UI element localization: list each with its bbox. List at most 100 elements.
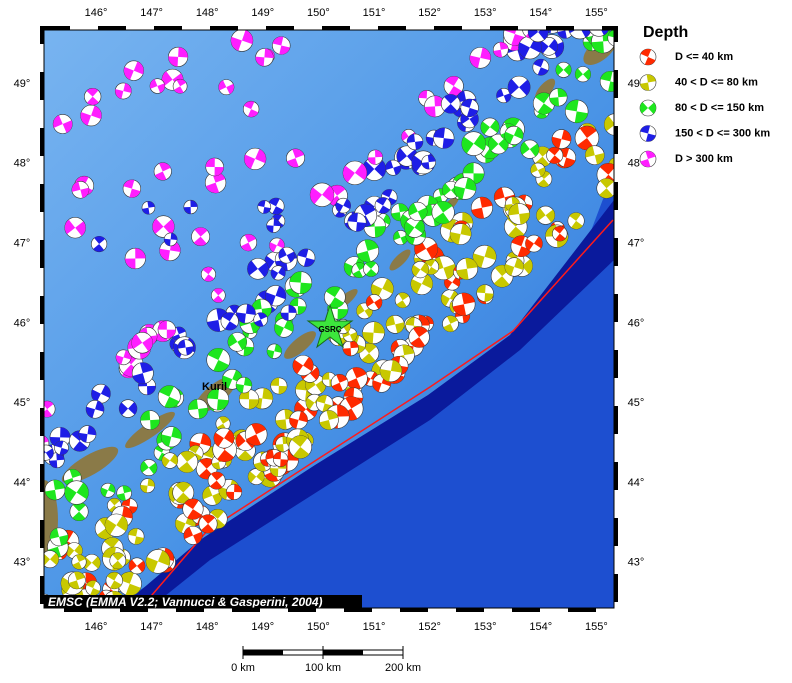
beachball-wedge <box>507 78 531 96</box>
lon-label-top: 154° <box>529 7 552 19</box>
beachball-wedge <box>240 234 256 251</box>
beachball-wedge <box>52 636 66 651</box>
beachball-wedge <box>32 654 56 672</box>
beachball-wedge <box>445 76 463 96</box>
legend-label: D <= 40 km <box>675 51 733 63</box>
legend-label: 80 < D <= 150 km <box>675 102 764 114</box>
beachball-wedge <box>316 395 333 412</box>
beachball-wedge <box>64 219 86 236</box>
lon-label-top: 148° <box>196 7 219 19</box>
beachball <box>559 0 580 17</box>
beachball-wedge <box>54 440 69 455</box>
beachball-wedge <box>188 445 203 461</box>
beachball-wedge <box>604 115 614 132</box>
lon-label-top: 149° <box>251 7 274 19</box>
beachball-wedge <box>159 385 180 408</box>
beachball-wedge <box>142 201 155 215</box>
beachball-wedge <box>640 125 656 142</box>
beachball-wedge <box>164 232 178 246</box>
beachball-wedge <box>41 628 51 642</box>
beachball-wedge <box>128 559 146 573</box>
beachball-wedge <box>365 261 377 277</box>
beachball-wedge <box>78 425 97 443</box>
beachball-wedge <box>441 290 459 307</box>
beachball-wedge <box>640 49 656 65</box>
beachball-wedge <box>565 99 588 123</box>
beachball-wedge <box>536 207 555 223</box>
beachball-wedge <box>236 304 256 324</box>
beachball-wedge <box>207 348 229 372</box>
axis-labels: 146° 146° 147° 147° 148° 148° 149° 149° 150° 150°… <box>14 7 645 633</box>
legend-label: D > 300 km <box>675 153 733 165</box>
beachball-wedge <box>60 631 82 654</box>
beachball-wedge <box>289 271 312 294</box>
beachball-wedge <box>175 482 191 504</box>
beachball-wedge <box>331 374 348 392</box>
beachball-wedge <box>289 298 307 315</box>
lon-label-top: 147° <box>140 7 163 19</box>
beachball-wedge <box>424 95 446 117</box>
beachball-wedge <box>508 203 530 225</box>
beachball-wedge <box>343 163 367 183</box>
beachball-wedge <box>207 388 229 411</box>
beachball-wedge <box>280 305 297 321</box>
beachball-wedge <box>222 370 243 389</box>
beachball-wedge <box>107 572 122 589</box>
lat-label-right: 46° <box>628 317 645 329</box>
beachball-wedge <box>412 262 429 277</box>
beachball-wedge <box>450 223 472 245</box>
beachball-wedge <box>589 30 609 36</box>
legend-label: 150 < D <= 300 km <box>675 127 770 139</box>
lon-label-top: 152° <box>418 7 441 19</box>
beachball-wedge <box>555 64 572 76</box>
lat-label-left: 47° <box>14 238 31 250</box>
beachball-wedge <box>44 435 49 443</box>
beachball-wedge <box>539 39 558 54</box>
beachball-wedge <box>599 178 614 199</box>
beachball-wedge <box>575 68 591 81</box>
beachball-wedge <box>551 129 572 149</box>
beachball-wedge <box>557 30 568 39</box>
lat-label-right: 44° <box>628 477 645 489</box>
beachball-wedge <box>266 218 281 233</box>
beachball-wedge <box>222 312 238 331</box>
beachball-wedge <box>152 218 175 235</box>
beachball-wedge <box>248 470 265 483</box>
beachball-wedge <box>549 88 568 107</box>
beachball-wedge <box>184 498 202 520</box>
lon-label-bottom: 153° <box>474 621 497 633</box>
beachball-wedge <box>44 401 54 418</box>
beachball-wedge <box>86 400 104 418</box>
credit-box <box>44 595 362 608</box>
beachball-wedge <box>362 321 385 344</box>
beachball-wedge <box>352 262 366 278</box>
beachball-wedge <box>247 260 269 278</box>
beachball-wedge <box>528 30 548 40</box>
beachball-wedge <box>100 483 116 497</box>
beachball-wedge <box>44 552 59 566</box>
beachball-wedge <box>183 200 198 214</box>
lat-label-left: 45° <box>14 397 31 409</box>
beachball-wedge <box>246 423 267 446</box>
beachball <box>32 651 56 675</box>
beachball-wedge <box>404 219 425 236</box>
map-area: GSRC Kuril EMSC (EMMA V2.2; Vannucci & G… <box>32 0 614 675</box>
beachball-wedge <box>291 435 310 459</box>
beachball-wedge <box>37 644 55 665</box>
beachball-wedge <box>244 148 266 169</box>
legend: D <= 40 km 40 < D <= 80 km 80 < D <= 150 k… <box>639 48 770 168</box>
beachball-wedge <box>154 162 171 181</box>
lon-label-bottom: 148° <box>196 621 219 633</box>
beachball-wedge <box>376 197 390 214</box>
beachball-wedge <box>183 526 203 544</box>
scale-label: 0 km <box>231 662 255 674</box>
beachball-wedge <box>452 292 475 316</box>
beachball-wedge <box>201 514 215 534</box>
beachball-wedge <box>493 42 509 58</box>
beachball-wedge <box>385 160 401 175</box>
lon-label-top: 155° <box>585 7 608 19</box>
beachball-wedge <box>255 48 274 67</box>
beachball-wedge <box>361 343 377 364</box>
beachball-wedge <box>444 275 460 289</box>
beachball-wedge <box>469 47 491 69</box>
